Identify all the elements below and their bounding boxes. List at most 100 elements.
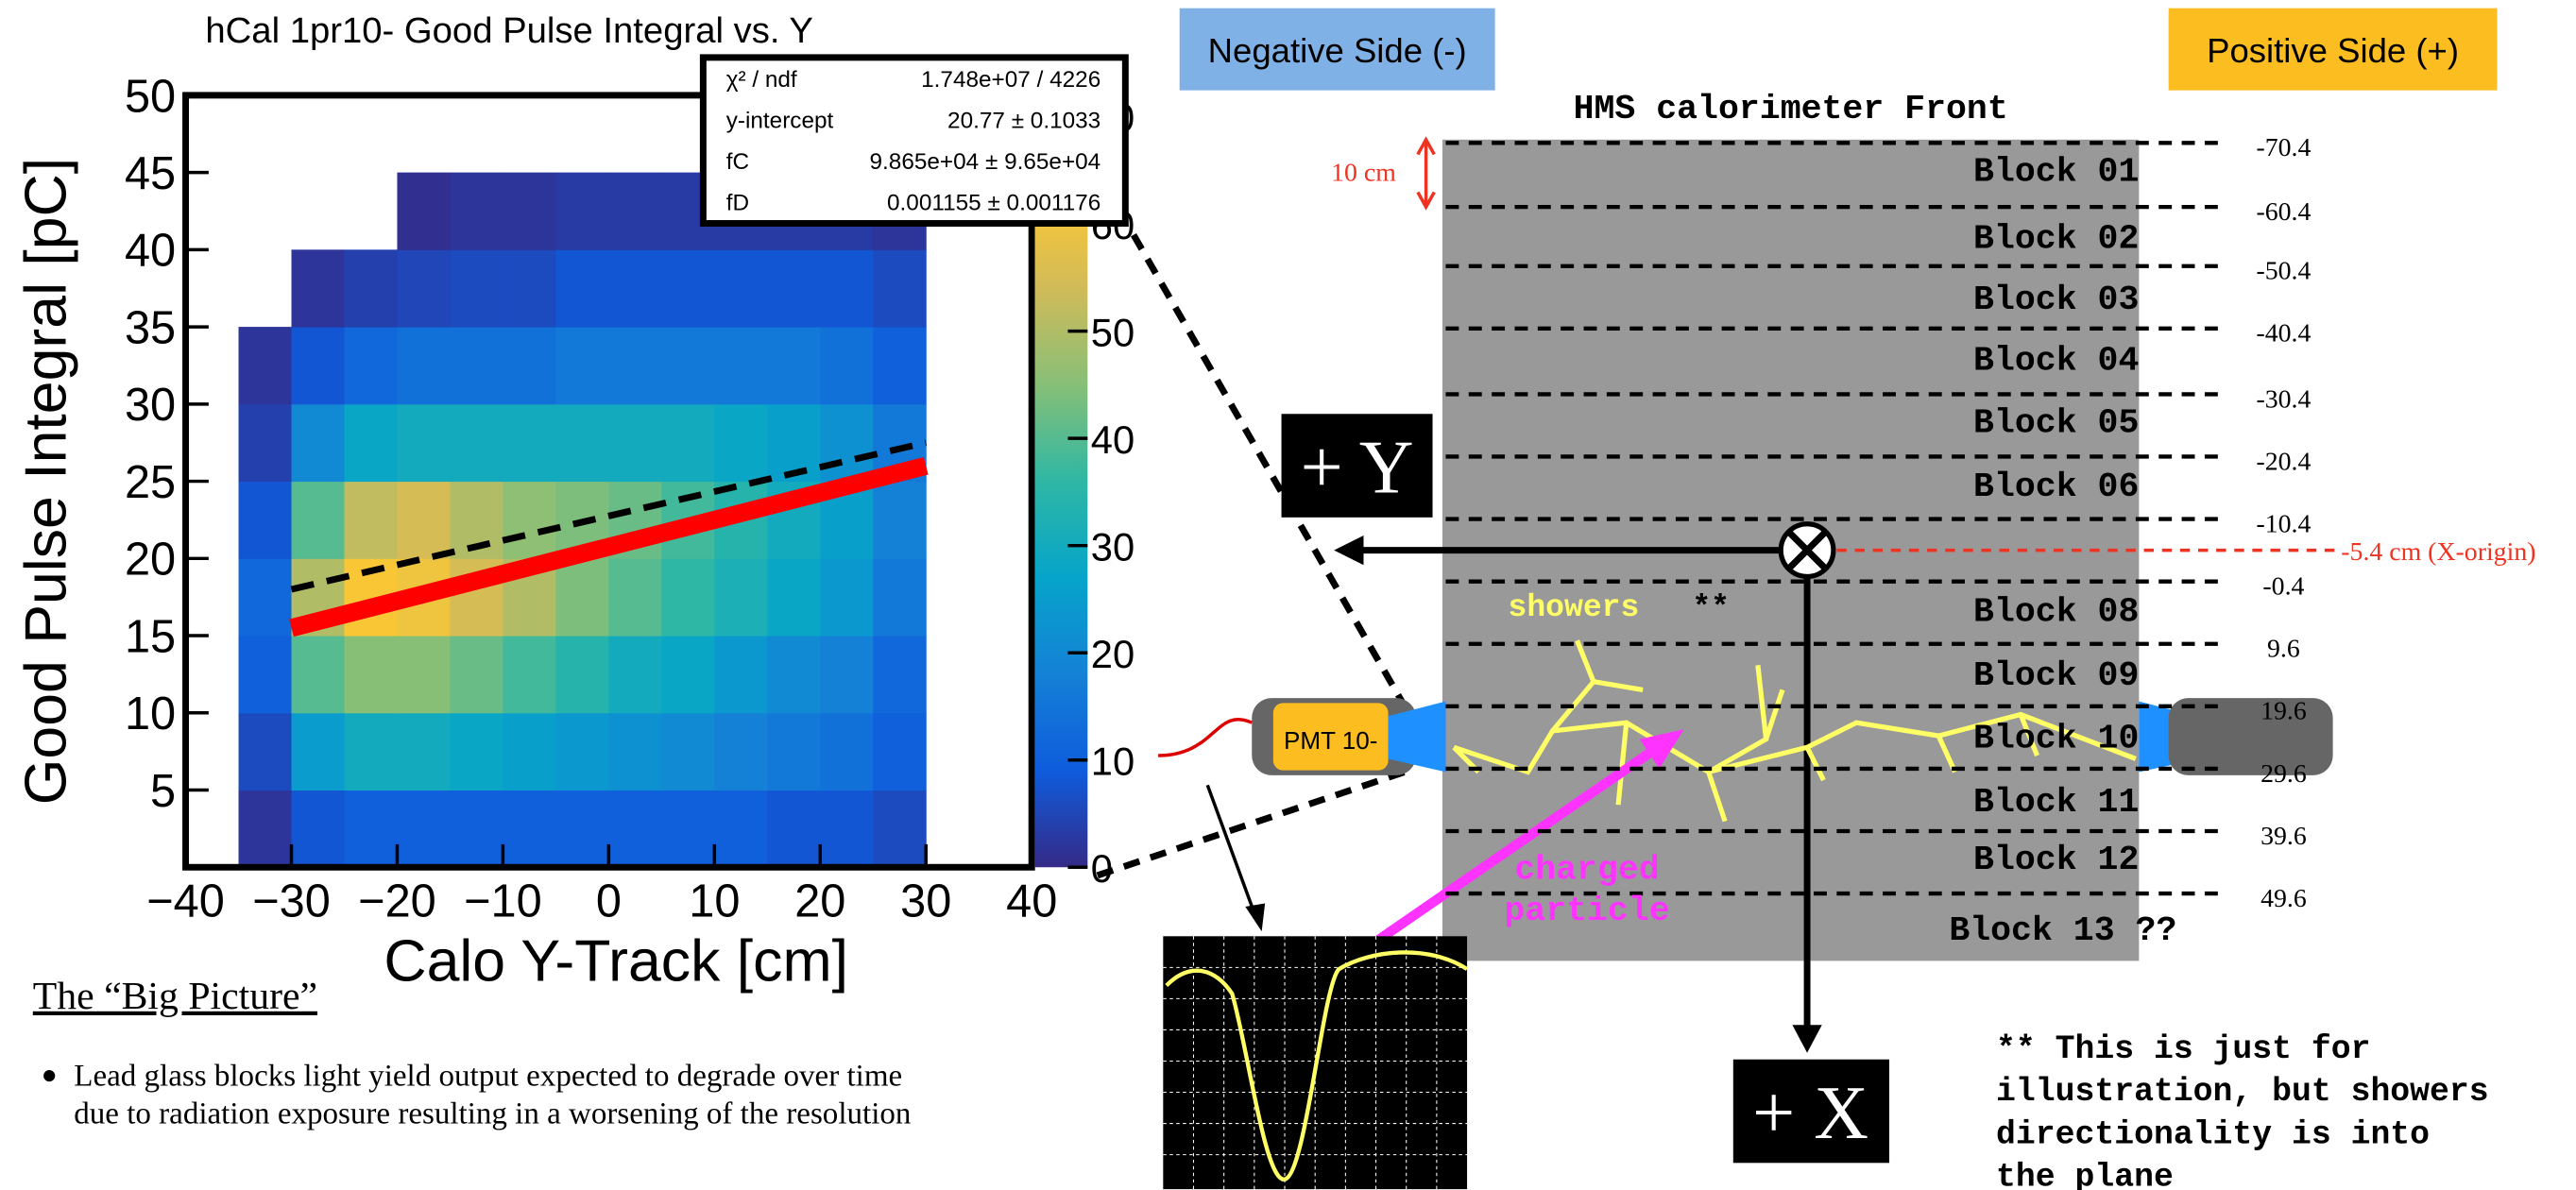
heat-cell xyxy=(873,327,927,405)
block-label: Block 05 xyxy=(1973,403,2139,442)
origin-cross xyxy=(1786,530,1828,571)
heat-cell xyxy=(238,327,293,405)
block-label: Block 13 ?? xyxy=(1949,911,2176,950)
y-tick-label: 40 xyxy=(125,226,176,277)
block-label: Block 09 xyxy=(1973,656,2139,695)
heat-cell xyxy=(608,172,662,250)
heat-cell xyxy=(344,403,398,483)
particle-track xyxy=(1369,740,1665,949)
block-label: Block 11 xyxy=(1973,783,2139,822)
heat-cell xyxy=(661,558,715,637)
heat-cell xyxy=(555,249,609,328)
heat-cell xyxy=(503,327,556,405)
bullet-text: Lead glass blocks light yield output exp… xyxy=(74,1060,902,1094)
heat-cell xyxy=(238,403,293,483)
heat-cell xyxy=(555,558,609,637)
heat-cell xyxy=(555,172,609,250)
colorbar-tick-label: 20 xyxy=(1091,632,1134,676)
heat-cell xyxy=(503,172,556,250)
heat-cell xyxy=(608,249,662,328)
heat-cell xyxy=(291,790,345,868)
block-label: Block 08 xyxy=(1973,592,2139,631)
block-label: Block 01 xyxy=(1973,152,2139,191)
pmt-left-label-box xyxy=(1272,703,1389,771)
heat-cell xyxy=(503,790,556,868)
heat-cell xyxy=(714,790,768,868)
colorbar-tick-label: 10 xyxy=(1091,739,1134,783)
boundary-label: 39.6 xyxy=(2260,822,2307,851)
x-tick-label: −10 xyxy=(464,876,542,926)
heat-cell xyxy=(661,249,715,328)
block-label: Block 03 xyxy=(1973,280,2139,319)
signal-arrow-head xyxy=(1245,903,1266,932)
heat-cell xyxy=(555,712,609,791)
heat-cell xyxy=(397,172,451,250)
block-label: Block 04 xyxy=(1973,341,2139,380)
stats-value: 20.77 ± 0.1033 xyxy=(947,109,1100,134)
heat-cell xyxy=(503,403,556,483)
heat-cell xyxy=(397,327,451,405)
x-axis-label: Calo Y-Track [cm] xyxy=(384,927,848,994)
heat-cell xyxy=(344,636,398,714)
heat-cell xyxy=(555,327,609,405)
signal-arrow xyxy=(1205,784,1259,921)
heat-cell xyxy=(555,636,609,714)
heat-cell xyxy=(714,636,768,714)
heat-cell xyxy=(344,327,398,405)
heat-cell xyxy=(873,790,927,868)
boundary-label: 19.6 xyxy=(2260,697,2307,726)
plus-x: + X xyxy=(1752,1072,1868,1155)
boundary-label: -50.4 xyxy=(2256,257,2311,286)
heat-cell xyxy=(873,636,927,714)
heat-cell xyxy=(608,558,662,637)
colorbar-tick-label: 30 xyxy=(1091,524,1134,569)
note-line: illustration, but showers xyxy=(1996,1074,2489,1111)
y-tick-label: 15 xyxy=(125,611,176,662)
scale-label: 10 cm xyxy=(1331,158,1396,187)
x-tick-label: −20 xyxy=(358,876,436,926)
y-tick-label: 45 xyxy=(125,148,176,199)
heat-cell xyxy=(608,636,662,714)
heat-cell xyxy=(291,249,345,328)
guide-line xyxy=(290,439,928,593)
plus-y: + Y xyxy=(1301,427,1414,510)
heat-cell xyxy=(503,712,556,791)
boundary-label: 9.6 xyxy=(2267,635,2300,664)
pmt-right xyxy=(2168,698,2333,775)
heat-cell xyxy=(344,481,398,559)
positive-side: Positive Side (+) xyxy=(2207,31,2459,70)
cable xyxy=(1158,717,1253,757)
x-tick-label: 40 xyxy=(1006,876,1057,926)
heat-cell xyxy=(767,790,821,868)
boundary-label: 49.6 xyxy=(2260,884,2307,913)
boundary-label: -60.4 xyxy=(2256,197,2311,227)
plus-x-box xyxy=(1732,1059,1890,1164)
stats-label: fC xyxy=(726,149,749,175)
heat-cell xyxy=(503,636,556,714)
positive-side-box xyxy=(2168,8,2498,91)
x-tick-label: 0 xyxy=(596,876,622,926)
heat-cell xyxy=(714,403,768,483)
heat-cell xyxy=(767,636,821,714)
scale-arrow-heads xyxy=(1416,136,1436,211)
heat-cell xyxy=(767,403,821,483)
note-line: ** This is just for xyxy=(1996,1031,2370,1068)
heat-cell xyxy=(608,790,662,868)
zoom-line xyxy=(1096,769,1407,879)
heat-cell xyxy=(820,249,874,328)
heat-cell xyxy=(344,249,398,328)
heat-cell xyxy=(291,403,345,483)
heat-cell xyxy=(873,558,927,637)
y-tick-label: 10 xyxy=(125,688,176,740)
x-tick-label: 20 xyxy=(794,876,845,926)
fit-line xyxy=(289,456,929,638)
heat-cell xyxy=(450,636,503,714)
showers-label: showers xyxy=(1509,589,1640,625)
stats-label: y-intercept xyxy=(726,109,834,134)
boundary-label: -10.4 xyxy=(2256,509,2311,538)
heat-cell xyxy=(450,172,503,250)
heat-cell xyxy=(450,712,503,791)
note-line: the plane xyxy=(1996,1160,2174,1190)
heat-cell xyxy=(291,636,345,714)
